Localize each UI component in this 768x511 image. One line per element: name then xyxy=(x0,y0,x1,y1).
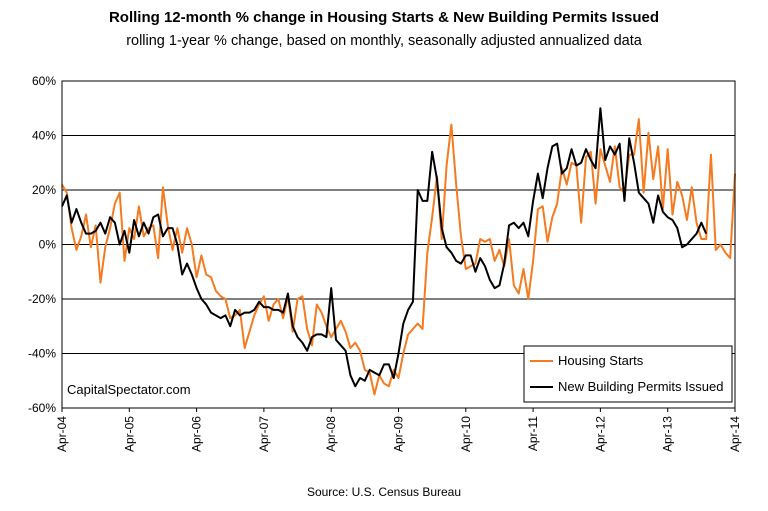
series-lines xyxy=(61,107,736,396)
legend: Housing Starts New Building Permits Issu… xyxy=(523,345,733,403)
y-tick-label: -20% xyxy=(28,292,56,306)
y-tick-label: 0% xyxy=(39,238,57,252)
y-tick-label: 40% xyxy=(32,129,56,143)
y-tick-label: 60% xyxy=(32,74,56,88)
x-tick-label: Apr-05 xyxy=(122,416,136,452)
source-note: Source: U.S. Census Bureau xyxy=(306,485,462,499)
x-tick-label: Apr-12 xyxy=(593,416,607,452)
chart-title: Rolling 12-month % change in Housing Sta… xyxy=(108,9,660,26)
y-tick-label: 20% xyxy=(32,183,56,197)
x-axis-tick-labels: Apr-04 Apr-05 Apr-06 Apr-07 Apr-08 Apr-09 Apr-… xyxy=(55,408,742,452)
y-tick-label: -60% xyxy=(28,401,56,415)
x-tick-label: Apr-11 xyxy=(526,416,540,451)
y-axis-tick-labels: 60% 40% 20% 0% -20% -40% -60% xyxy=(28,74,56,415)
series-line-building-permits xyxy=(61,107,708,388)
x-tick-label: Apr-14 xyxy=(728,416,742,452)
x-tick-label: Apr-13 xyxy=(661,416,675,452)
legend-label-housing-starts: Housing Starts xyxy=(558,353,644,368)
x-tick-label: Apr-04 xyxy=(55,416,69,452)
y-tick-label: -40% xyxy=(28,347,56,361)
x-tick-label: Apr-06 xyxy=(190,416,204,452)
legend-box xyxy=(523,345,733,403)
x-tick-label: Apr-07 xyxy=(257,416,271,452)
x-tick-label: Apr-09 xyxy=(392,416,406,452)
x-tick-label: Apr-10 xyxy=(459,416,473,452)
legend-label-building-permits: New Building Permits Issued xyxy=(558,379,723,394)
plot-frame xyxy=(61,80,736,409)
watermark: CapitalSpectator.com xyxy=(67,382,191,397)
chart-subtitle: rolling 1-year % change, based on monthl… xyxy=(126,33,642,49)
line-chart: 60%40%20%0%-20%-40%-60% Apr-04 Apr-05 Apr-… xyxy=(28,74,742,452)
x-tick-label: Apr-08 xyxy=(324,416,338,452)
